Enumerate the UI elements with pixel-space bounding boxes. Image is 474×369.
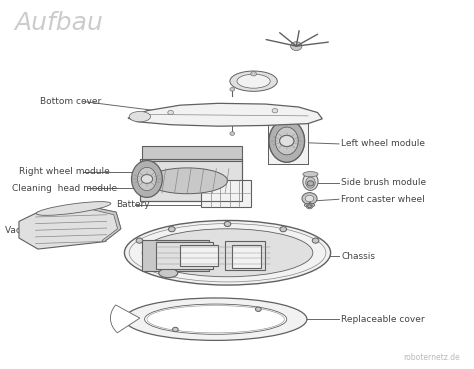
Circle shape (168, 227, 175, 232)
Bar (268, 116, 308, 164)
Circle shape (173, 327, 178, 332)
Polygon shape (88, 207, 121, 242)
Ellipse shape (124, 298, 307, 340)
Circle shape (255, 307, 261, 311)
Text: Right wheel module: Right wheel module (19, 167, 109, 176)
Circle shape (136, 238, 143, 243)
Ellipse shape (306, 177, 315, 188)
Ellipse shape (36, 201, 111, 215)
Ellipse shape (237, 74, 270, 88)
Text: Vacuum bin module: Vacuum bin module (5, 226, 95, 235)
Circle shape (308, 205, 311, 208)
Text: Battery: Battery (116, 200, 150, 209)
Ellipse shape (230, 71, 277, 91)
Circle shape (230, 132, 235, 135)
Circle shape (230, 87, 235, 91)
Text: Replaceable cover: Replaceable cover (341, 315, 425, 324)
Ellipse shape (131, 161, 162, 197)
Ellipse shape (303, 172, 318, 177)
Ellipse shape (275, 127, 298, 155)
Bar (180, 245, 218, 266)
Polygon shape (128, 103, 322, 126)
Text: Cleaning  head module: Cleaning head module (12, 184, 117, 193)
Bar (142, 146, 242, 161)
Polygon shape (19, 207, 121, 249)
Circle shape (280, 135, 294, 146)
Bar (140, 159, 242, 201)
Bar (232, 245, 261, 268)
Circle shape (291, 42, 302, 51)
Circle shape (280, 135, 294, 146)
Ellipse shape (303, 173, 318, 190)
Ellipse shape (142, 229, 313, 277)
Ellipse shape (269, 120, 304, 162)
Text: Aufbau: Aufbau (14, 11, 103, 35)
Text: Side brush module: Side brush module (341, 178, 427, 187)
Ellipse shape (137, 168, 156, 191)
Ellipse shape (124, 221, 331, 285)
Ellipse shape (145, 304, 287, 334)
Text: Front caster wheel: Front caster wheel (341, 195, 425, 204)
Circle shape (224, 221, 231, 227)
Ellipse shape (159, 269, 178, 278)
Bar (201, 180, 251, 207)
Ellipse shape (129, 111, 150, 122)
Circle shape (272, 108, 278, 113)
Wedge shape (110, 305, 140, 333)
Bar (156, 242, 213, 269)
Bar (268, 116, 308, 164)
Circle shape (168, 110, 173, 115)
Ellipse shape (275, 127, 298, 155)
Circle shape (305, 195, 314, 202)
Bar (140, 159, 242, 201)
Text: Chassis: Chassis (341, 252, 375, 261)
Circle shape (280, 227, 287, 232)
Circle shape (302, 193, 317, 204)
Ellipse shape (304, 203, 315, 207)
Text: Bottom cover: Bottom cover (40, 97, 101, 106)
Text: Left wheel module: Left wheel module (341, 139, 425, 148)
Ellipse shape (269, 120, 304, 162)
Circle shape (312, 238, 319, 243)
Circle shape (251, 72, 256, 76)
Text: roboternetz.de: roboternetz.de (403, 353, 460, 362)
Bar (225, 241, 265, 270)
Bar (142, 240, 209, 271)
Ellipse shape (306, 204, 313, 209)
Ellipse shape (147, 168, 228, 194)
Circle shape (307, 181, 314, 186)
Circle shape (141, 175, 153, 183)
